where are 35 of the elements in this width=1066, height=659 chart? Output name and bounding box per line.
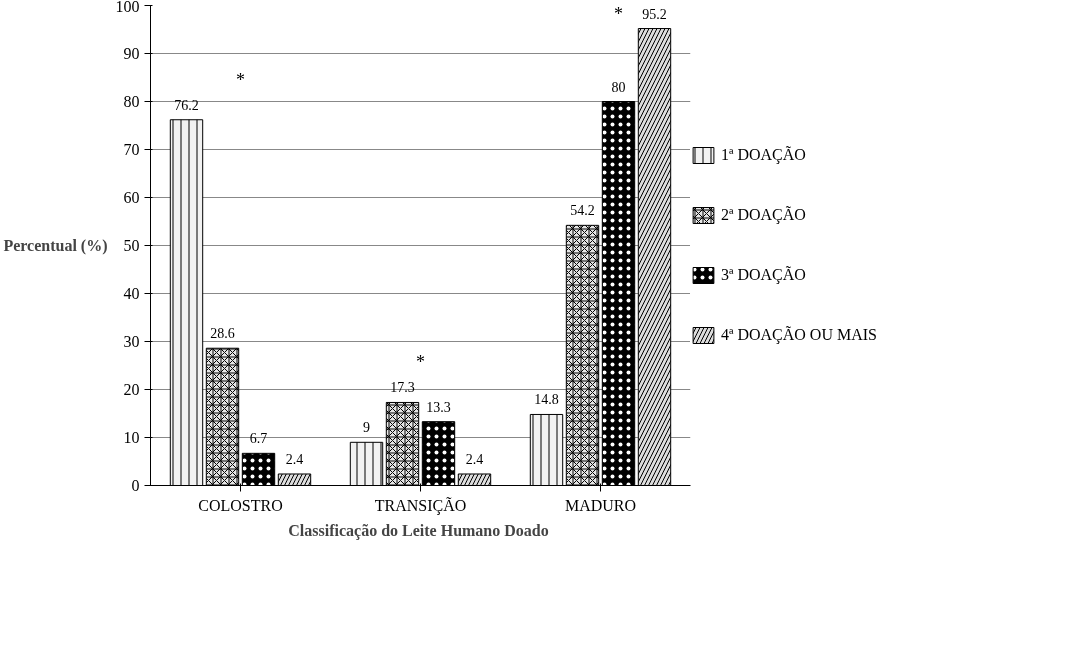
y-axis-title: Percentual (%)	[3, 237, 108, 255]
legend-label: 3ª DOAÇÃO	[721, 266, 806, 284]
y-tick-label: 0	[131, 477, 140, 494]
x-tick-label: TRANSIÇÃO	[374, 496, 467, 515]
x-tick-label: MADURO	[564, 496, 637, 514]
x-tick-label: COLOSTRO	[198, 496, 283, 514]
annotation: *	[614, 3, 623, 24]
data-label: 6.7	[249, 431, 268, 447]
data-label: 2.4	[465, 451, 484, 467]
annotation: *	[416, 352, 425, 373]
legend-label: 2ª DOAÇÃO	[721, 206, 806, 224]
y-tick-label: 40	[123, 285, 140, 302]
data-label: 80	[611, 79, 626, 95]
data-label: 13.3	[426, 399, 451, 415]
y-tick-label: 80	[123, 93, 140, 110]
data-label: 95.2	[642, 6, 667, 22]
x-axis-title: Classificação do Leite Humano Doado	[288, 521, 549, 540]
legend-label: 4ª DOAÇÃO OU MAIS	[721, 326, 877, 344]
y-tick-label: 90	[123, 45, 140, 62]
annotation: *	[236, 69, 245, 90]
y-tick-label: 60	[123, 189, 140, 206]
y-tick-label: 10	[123, 429, 140, 446]
data-label: 9	[363, 420, 370, 436]
y-tick-label: 100	[115, 0, 140, 15]
y-tick-label: 70	[123, 141, 140, 158]
y-tick-label: 30	[123, 333, 140, 350]
data-label: 14.8	[534, 392, 559, 408]
data-label: 76.2	[174, 97, 199, 113]
data-label: 28.6	[210, 326, 235, 342]
data-label: 2.4	[285, 451, 304, 467]
y-tick-label: 50	[123, 237, 140, 254]
data-label: 54.2	[570, 203, 595, 219]
data-label: 17.3	[390, 380, 415, 396]
y-tick-label: 20	[123, 381, 140, 398]
legend-label: 1ª DOAÇÃO	[721, 146, 806, 164]
